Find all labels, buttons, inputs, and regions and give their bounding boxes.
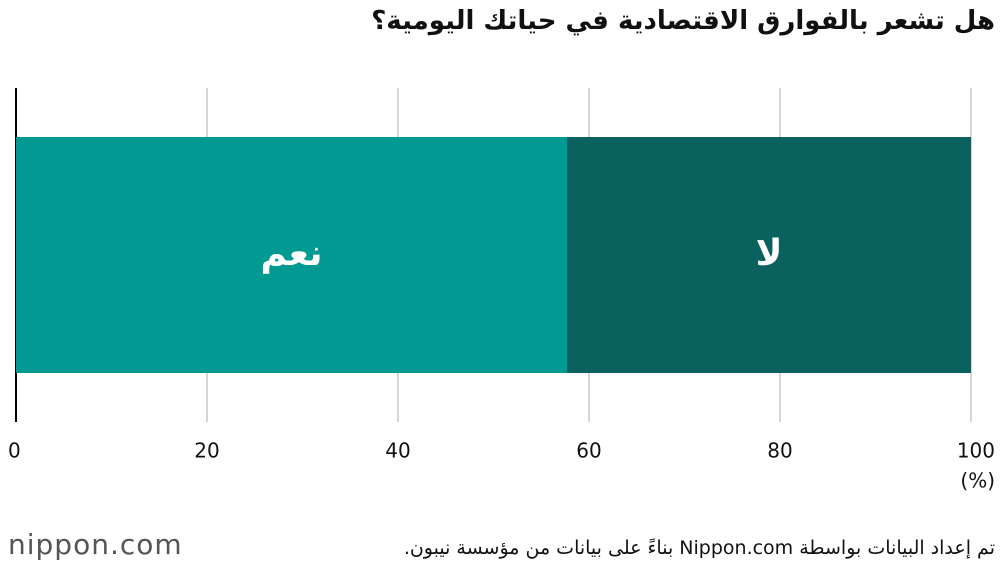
x-tick-label: 20 [194, 439, 219, 463]
chart-title: هل تشعر بالفوارق الاقتصادية في حياتك الي… [371, 6, 995, 36]
segment-label: لا [756, 233, 783, 274]
bar-segment [567, 137, 971, 373]
x-tick-label: 100 [957, 439, 995, 463]
segment-label: نعم [260, 233, 322, 274]
bar-segment [16, 137, 568, 373]
source-note: تم إعداد البيانات بواسطة Nippon.com بناء… [403, 537, 995, 559]
logo: nippon.com [8, 528, 183, 561]
x-tick-label: 40 [385, 439, 410, 463]
x-tick-label: 60 [576, 439, 601, 463]
x-tick-label: 80 [767, 439, 792, 463]
x-tick-label: 0 [8, 439, 21, 463]
x-axis-label: (%) [960, 469, 995, 493]
